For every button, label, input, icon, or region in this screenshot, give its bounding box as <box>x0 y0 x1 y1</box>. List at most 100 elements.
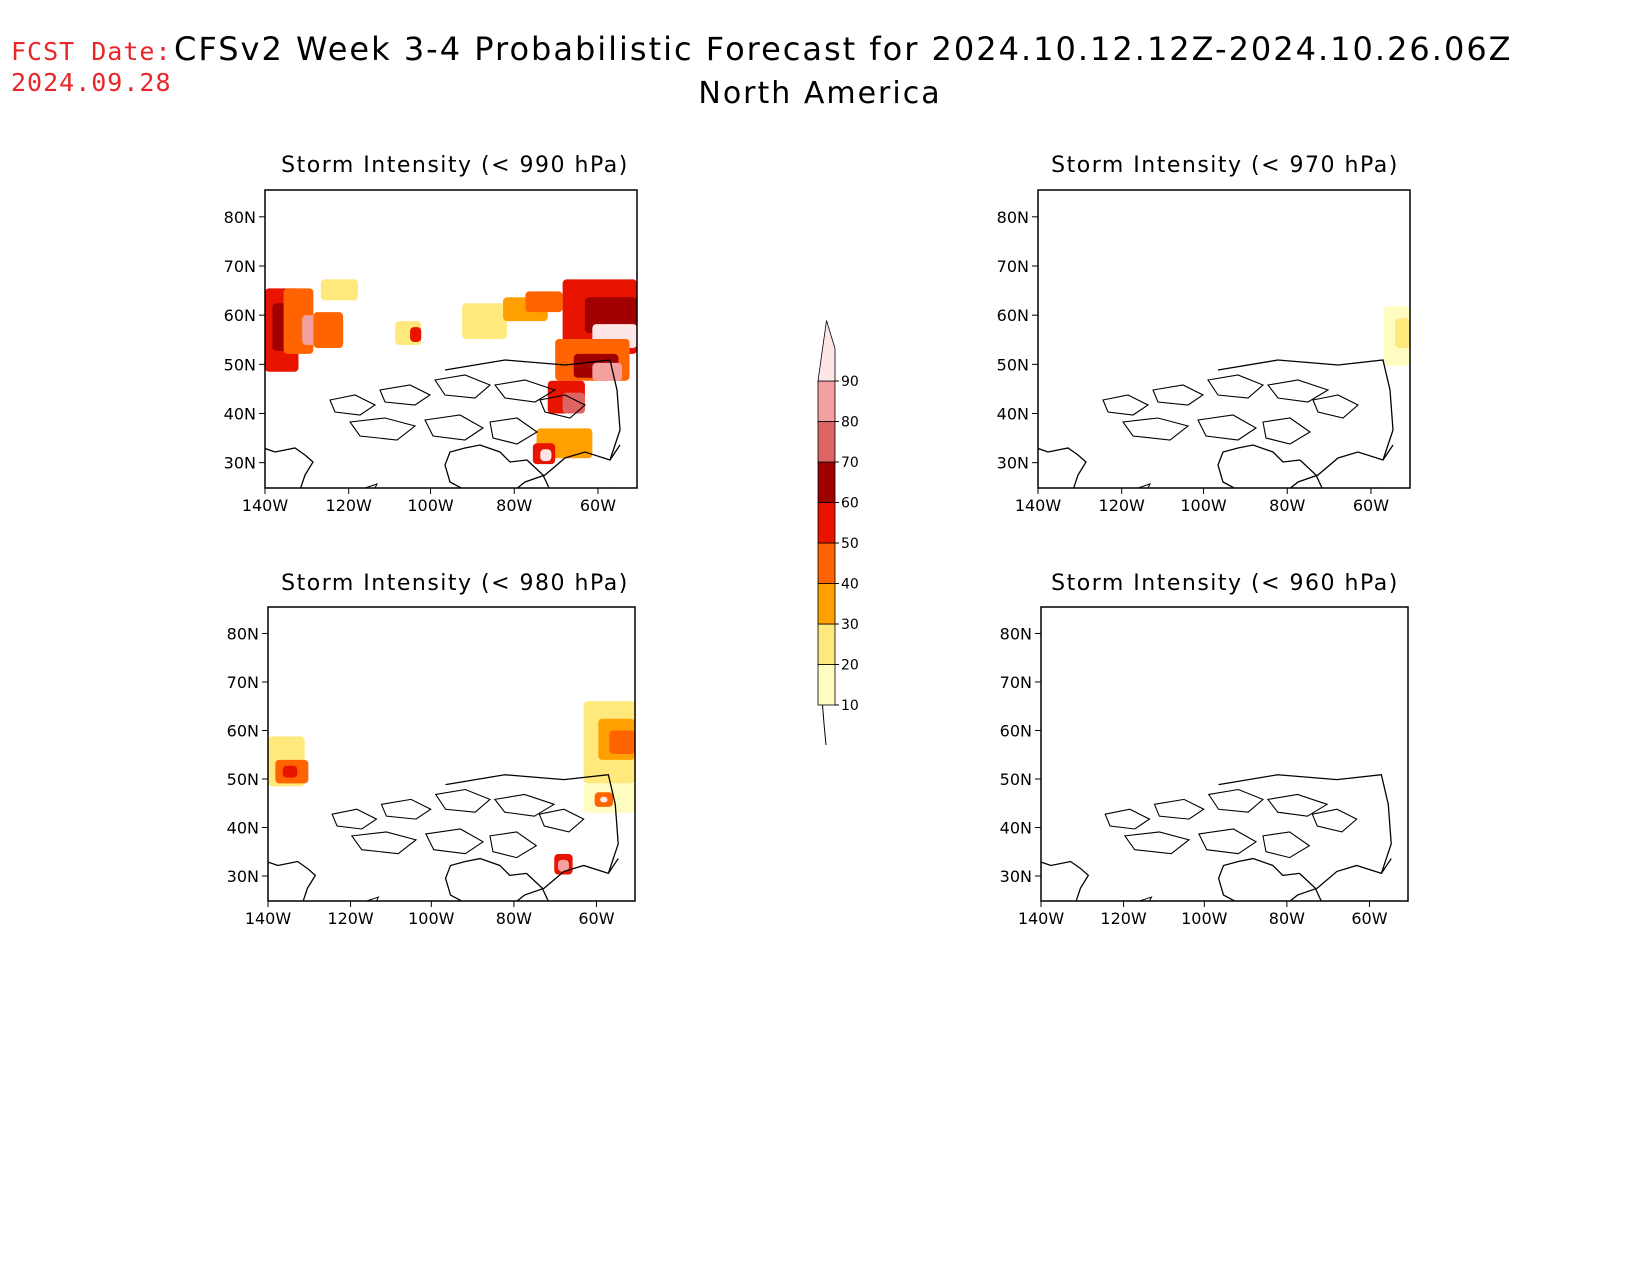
lon-tick-label: 120W <box>326 496 373 515</box>
colorbar-label: 50 <box>841 536 859 552</box>
colorbar-swatch <box>817 502 836 544</box>
probability-shading <box>609 730 635 754</box>
lat-tick-label: 60N <box>1000 721 1032 740</box>
colorbar-label: 10 <box>841 698 859 714</box>
lat-tick-label: 40N <box>1000 819 1032 838</box>
colorbar-label: 20 <box>841 658 859 674</box>
lat-tick-label: 50N <box>224 355 256 374</box>
lat-tick-label: 40N <box>997 405 1029 424</box>
probability-shading <box>313 312 344 348</box>
lon-tick-label: 80W <box>1269 909 1305 928</box>
colorbar-label: 30 <box>841 617 859 633</box>
figure-subtitle: North America <box>698 76 942 111</box>
panel-title: Storm Intensity (< 960 hPa) <box>1051 571 1399 596</box>
probability-shading <box>525 291 563 313</box>
lon-tick-label: 100W <box>1180 496 1227 515</box>
lat-tick-label: 30N <box>997 454 1029 473</box>
lon-tick-label: 100W <box>408 909 455 928</box>
map-frame <box>1040 606 1409 902</box>
lon-tick-label: 80W <box>496 496 532 515</box>
colorbar-label: 90 <box>841 374 859 390</box>
lat-tick-label: 30N <box>227 867 259 886</box>
probability-shading <box>282 765 298 778</box>
probability-shading <box>1395 318 1410 348</box>
colorbar-label: 80 <box>841 415 859 431</box>
colorbar-label: 70 <box>841 455 859 471</box>
fcst-date-block: FCST Date: 2024.09.28 <box>11 36 172 98</box>
probability-shading <box>562 392 585 414</box>
lon-tick-label: 100W <box>1181 909 1228 928</box>
map-frame <box>267 606 636 902</box>
lat-tick-label: 80N <box>997 208 1029 227</box>
lon-tick-label: 140W <box>245 909 292 928</box>
probability-shading <box>600 796 608 803</box>
lat-tick-label: 30N <box>224 454 256 473</box>
probability-shading <box>557 859 569 872</box>
colorbar-swatch <box>817 623 836 665</box>
lat-tick-label: 70N <box>1000 673 1032 692</box>
colorbar: 10 20 30 40 50 60 70 80 90 <box>817 320 859 746</box>
colorbar-swatch <box>817 421 836 463</box>
lat-tick-label: 60N <box>227 721 259 740</box>
lon-tick-label: 140W <box>242 496 289 515</box>
map-area <box>1038 306 1410 488</box>
probability-shading <box>540 449 552 462</box>
lon-tick-label: 80W <box>496 909 532 928</box>
lon-tick-label: 60W <box>1351 909 1387 928</box>
lat-tick-label: 40N <box>227 819 259 838</box>
colorbar-swatch <box>817 542 836 584</box>
lat-tick-label: 60N <box>224 306 256 325</box>
probability-shading <box>462 303 507 339</box>
colorbar-swatch <box>817 320 836 382</box>
lon-tick-label: 100W <box>407 496 454 515</box>
lat-tick-label: 60N <box>997 306 1029 325</box>
colorbar-swatch <box>817 664 836 706</box>
lon-tick-label: 60W <box>578 909 614 928</box>
probability-shading <box>410 327 422 342</box>
colorbar-extension <box>822 704 827 746</box>
fcst-date-label: FCST Date: <box>11 37 172 66</box>
map-panel: Storm Intensity (< 960 hPa) 80N 70N 60N 50N 4… <box>1000 571 1409 928</box>
colorbar-swatch <box>817 380 836 422</box>
lat-tick-label: 80N <box>227 624 259 643</box>
lat-tick-label: 50N <box>1000 770 1032 789</box>
colorbar-swatch <box>817 583 836 625</box>
lon-tick-label: 60W <box>580 496 616 515</box>
probability-shading <box>592 362 623 381</box>
panel-title: Storm Intensity (< 970 hPa) <box>1051 153 1399 178</box>
lon-tick-label: 80W <box>1269 496 1305 515</box>
fcst-date-value: 2024.09.28 <box>11 68 172 97</box>
lon-tick-label: 60W <box>1353 496 1389 515</box>
coastline <box>1038 359 1397 488</box>
map-area <box>1041 774 1395 901</box>
probability-shading <box>320 279 358 301</box>
map-area <box>265 279 637 488</box>
colorbar-label: 60 <box>841 496 859 512</box>
lat-tick-label: 80N <box>224 208 256 227</box>
lon-tick-label: 140W <box>1015 496 1062 515</box>
lat-tick-label: 40N <box>224 405 256 424</box>
map-panel: Storm Intensity (< 990 hPa) 80N 70N 60N 50N 4… <box>224 153 638 515</box>
panel-title: Storm Intensity (< 990 hPa) <box>281 153 629 178</box>
lat-tick-label: 70N <box>997 257 1029 276</box>
coastline <box>268 774 622 901</box>
lat-tick-label: 70N <box>227 673 259 692</box>
lat-tick-label: 50N <box>227 770 259 789</box>
map-panel: Storm Intensity (< 970 hPa) 80N 70N 60N 50N 4… <box>997 153 1411 515</box>
lat-tick-label: 80N <box>1000 624 1032 643</box>
map-frame <box>264 189 638 489</box>
lon-tick-label: 140W <box>1018 909 1065 928</box>
lat-tick-label: 50N <box>997 355 1029 374</box>
map-panel: Storm Intensity (< 980 hPa) 80N 70N 60N 50N 4… <box>227 571 636 928</box>
lon-tick-label: 120W <box>327 909 374 928</box>
colorbar-swatch <box>817 461 836 503</box>
map-area <box>268 701 635 901</box>
lon-tick-label: 120W <box>1100 909 1147 928</box>
lat-tick-label: 30N <box>1000 867 1032 886</box>
coastline <box>1041 774 1395 901</box>
figure-title: CFSv2 Week 3-4 Probabilistic Forecast fo… <box>174 30 1513 68</box>
colorbar-label: 40 <box>841 577 859 593</box>
map-frame <box>1037 189 1411 489</box>
